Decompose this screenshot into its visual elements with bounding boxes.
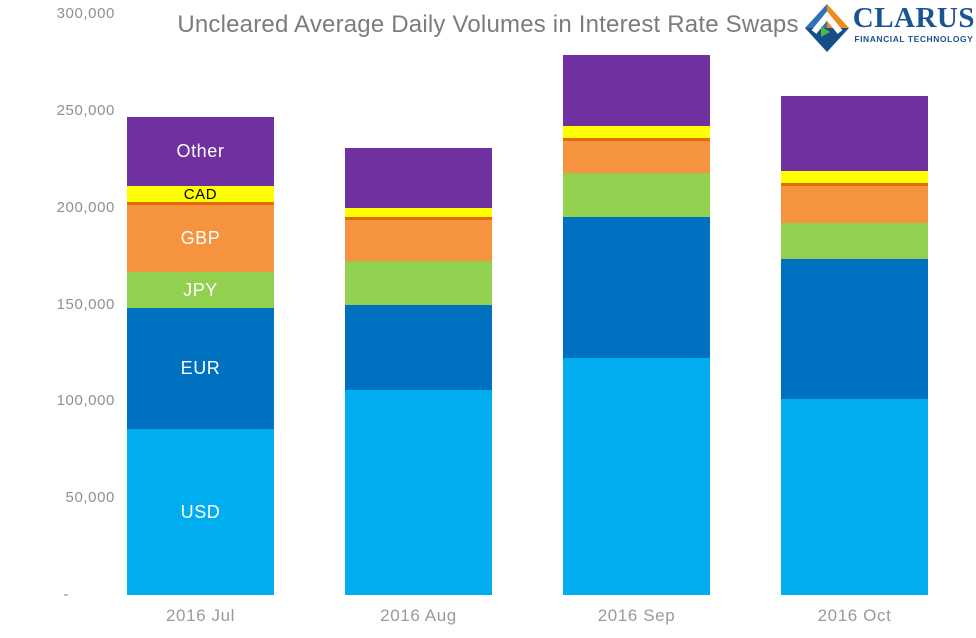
series-label-jpy: JPY: [183, 279, 218, 300]
bar-segment-cad: [345, 208, 492, 218]
series-label-eur: EUR: [180, 358, 221, 379]
bar-segment-other: [345, 147, 492, 209]
y-axis-tick-label: 200,000: [56, 198, 115, 216]
clarus-diamond-icon: [804, 4, 849, 52]
bar-segment-gbp: [563, 140, 710, 173]
bar-segment-eur: [781, 259, 928, 400]
bar-2016-sep: [563, 55, 710, 595]
bar-segment-cad: [781, 170, 928, 183]
bar-segment-usd: [563, 357, 710, 595]
bar-segment-unlabeled: [781, 182, 928, 186]
logo-text: CLARUS FINANCIAL TECHNOLOGY: [853, 3, 975, 44]
bar-segment-eur: [345, 304, 492, 390]
bar-segment-usd: USD: [127, 429, 274, 595]
bar-segment-gbp: GBP: [127, 204, 274, 273]
x-axis-label: 2016 Aug: [380, 606, 457, 625]
y-axis-tick-label: 300,000: [56, 5, 115, 22]
bar-segment-cad: [563, 126, 710, 138]
bar-segment-gbp: [345, 219, 492, 262]
bar-segment-jpy: JPY: [127, 272, 274, 309]
series-label-gbp: GBP: [180, 227, 221, 248]
bar-2016-jul: Other CAD GBP JPY EUR USD: [127, 116, 274, 595]
y-axis-tick-label: -: [63, 586, 69, 603]
bar-2016-oct: [781, 95, 928, 595]
y-axis-tick-label: 100,000: [56, 392, 115, 410]
clarus-logo: CLARUS FINANCIAL TECHNOLOGY: [804, 3, 975, 53]
bar-segment-unlabeled: [345, 217, 492, 220]
bar-segment-jpy: [345, 261, 492, 305]
y-axis-tick-label: 50,000: [65, 489, 115, 507]
bar-segment-jpy: [781, 222, 928, 260]
bar-segment-jpy: [563, 172, 710, 217]
bar-segment-eur: [563, 216, 710, 358]
bar-segment-unlabeled: [127, 202, 274, 205]
bar-segment-usd: [345, 389, 492, 595]
bar-segment-other: [781, 95, 928, 171]
bar-segment-gbp: [781, 185, 928, 223]
bar-segment-cad: CAD: [127, 186, 274, 203]
x-axis-label: 2016 Oct: [817, 606, 892, 625]
bar-segment-other: Other: [127, 116, 274, 186]
series-label-cad: CAD: [183, 185, 218, 203]
series-label-usd: USD: [180, 501, 221, 522]
y-axis-tick-label: 150,000: [56, 295, 115, 313]
bar-segment-unlabeled: [563, 137, 710, 141]
chart-title: Uncleared Average Daily Volumes in Inter…: [177, 11, 799, 38]
series-label-other: Other: [176, 140, 225, 161]
logo-tagline-text: FINANCIAL TECHNOLOGY: [854, 34, 974, 44]
bar-segment-eur: EUR: [127, 308, 274, 430]
bar-segment-other: [563, 55, 710, 127]
x-axis-label: 2016 Jul: [165, 606, 236, 625]
x-axis-label: 2016 Sep: [597, 606, 676, 625]
bar-2016-aug: [345, 147, 492, 595]
logo-brand-text: CLARUS: [852, 2, 975, 34]
bar-segment-usd: [781, 399, 928, 595]
y-axis-tick-label: 250,000: [56, 101, 115, 119]
